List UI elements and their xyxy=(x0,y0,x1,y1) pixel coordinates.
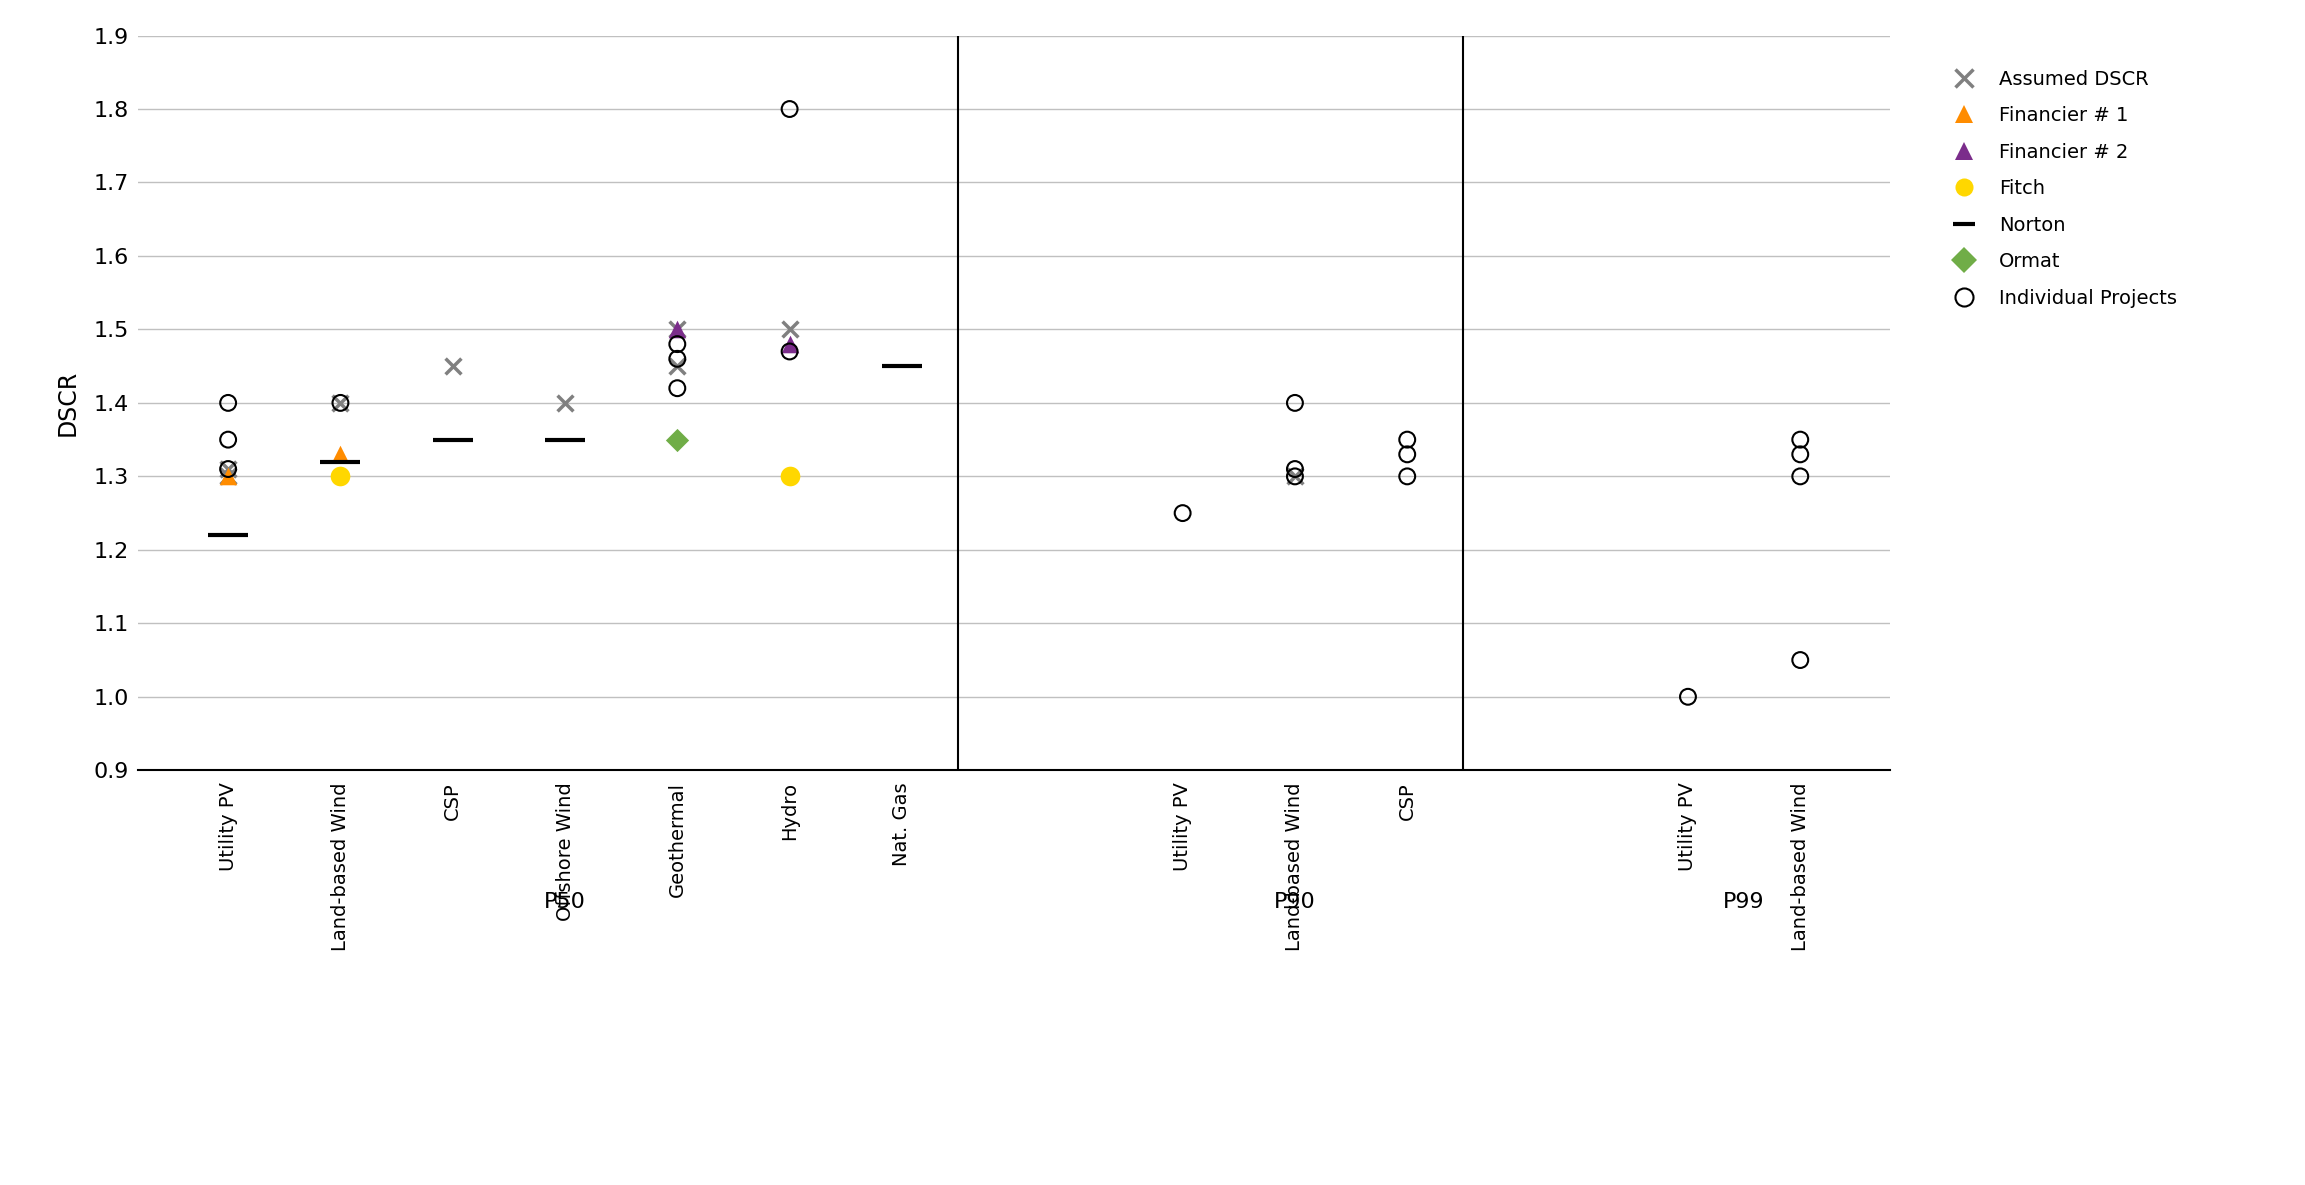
Individual Projects xyxy=(1277,393,1314,412)
Financier # 1 xyxy=(210,467,247,486)
Individual Projects xyxy=(210,393,247,412)
Text: P50: P50 xyxy=(544,892,585,912)
Legend: Assumed DSCR, Financier # 1, Financier # 2, Fitch, Norton, Ormat, Individual Pro: Assumed DSCR, Financier # 1, Financier #… xyxy=(1934,60,2187,318)
Individual Projects xyxy=(1390,430,1427,449)
Individual Projects xyxy=(1782,467,1819,486)
Individual Projects xyxy=(1782,444,1819,463)
Text: P99: P99 xyxy=(1724,892,1766,912)
Assumed DSCR xyxy=(1277,467,1314,486)
Individual Projects xyxy=(210,460,247,479)
Text: P90: P90 xyxy=(1275,892,1316,912)
Financier # 2 xyxy=(659,320,696,339)
Individual Projects xyxy=(659,350,696,369)
Individual Projects xyxy=(1277,467,1314,486)
Individual Projects xyxy=(659,334,696,353)
Norton xyxy=(323,453,360,472)
Individual Projects xyxy=(1277,460,1314,479)
Individual Projects xyxy=(1164,504,1201,523)
Assumed DSCR xyxy=(546,393,583,412)
Assumed DSCR xyxy=(433,357,470,376)
Financier # 1 xyxy=(323,444,360,463)
Individual Projects xyxy=(323,393,360,412)
Assumed DSCR xyxy=(210,467,247,486)
Assumed DSCR xyxy=(772,320,809,339)
Individual Projects xyxy=(1782,651,1819,670)
Assumed DSCR xyxy=(659,320,696,339)
Norton xyxy=(210,526,247,545)
Y-axis label: DSCR: DSCR xyxy=(55,370,78,436)
Assumed DSCR xyxy=(659,357,696,376)
Assumed DSCR xyxy=(210,460,247,479)
Norton xyxy=(546,430,583,449)
Individual Projects xyxy=(1390,467,1427,486)
Individual Projects xyxy=(210,430,247,449)
Ormat xyxy=(659,430,696,449)
Individual Projects xyxy=(1390,444,1427,463)
Individual Projects xyxy=(772,342,809,361)
Fitch xyxy=(772,467,809,486)
Financier # 2 xyxy=(772,334,809,353)
Norton xyxy=(883,357,920,376)
Norton xyxy=(433,430,470,449)
Individual Projects xyxy=(659,379,696,398)
Assumed DSCR xyxy=(323,393,360,412)
Individual Projects xyxy=(772,100,809,118)
Individual Projects xyxy=(1782,430,1819,449)
Fitch xyxy=(323,467,360,486)
Individual Projects xyxy=(1669,687,1706,706)
